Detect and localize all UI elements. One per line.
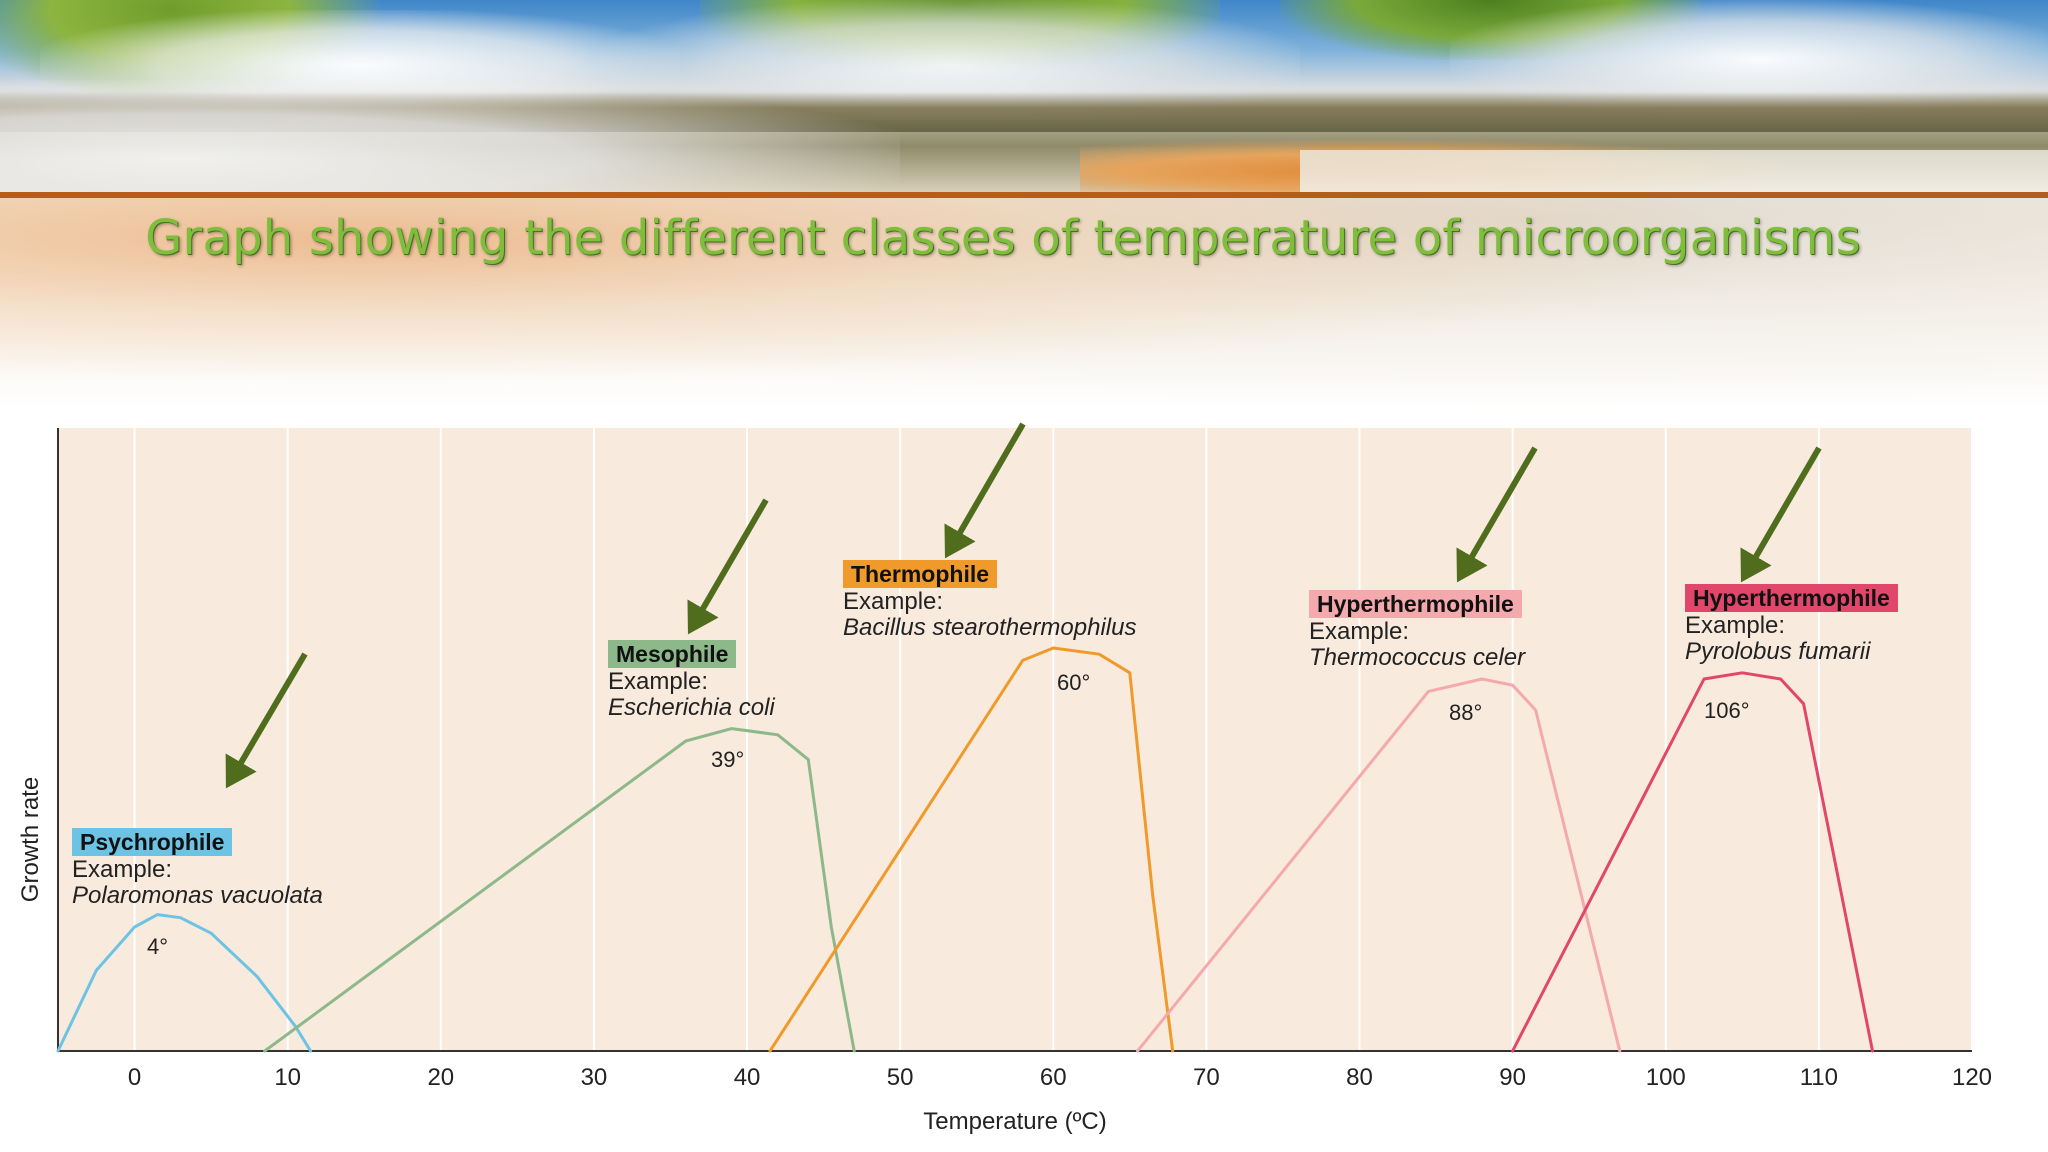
x-tick-label-120: 120 <box>1952 1064 1992 1091</box>
class-name-tag: Mesophile <box>608 640 737 668</box>
x-tick-label-60: 60 <box>1040 1064 1067 1091</box>
growth-curve-2 <box>263 727 856 1053</box>
class-name-tag: Hyperthermophile <box>1309 590 1522 618</box>
example-heading: Example: <box>1309 618 1410 645</box>
pointer-arrow-3 <box>944 422 1026 559</box>
pointer-arrow-1 <box>225 652 308 789</box>
example-species: Polaromonas vacuolata <box>72 882 323 909</box>
class-name-tag: Psychrophile <box>72 828 233 856</box>
label-mesophile: Mesophile Example: Escherichia coli <box>608 640 775 720</box>
class-name-tag: Thermophile <box>843 560 998 588</box>
pointer-arrow-4 <box>1456 446 1538 583</box>
chart-canvas: 0 10 20 30 40 50 60 70 80 90 100 110 120 Temperature … <box>17 422 1992 1135</box>
pointer-arrow-5 <box>1740 446 1822 583</box>
example-heading: Example: <box>608 668 709 695</box>
x-tick-label-0: 0 <box>128 1064 141 1091</box>
growth-curve-4 <box>1136 677 1622 1053</box>
x-tick-label-110: 110 <box>1800 1064 1838 1091</box>
class-name-tag: Hyperthermophile <box>1685 584 1898 612</box>
example-species: Thermococcus celer <box>1309 644 1526 671</box>
label-hyperthermophile-fumarii: Hyperthermophile Example: Pyrolobus fuma… <box>1685 584 1898 664</box>
plot-area <box>58 428 1972 1051</box>
x-tick-label-70: 70 <box>1193 1064 1220 1091</box>
hot-spring-banner-image <box>0 0 2048 192</box>
label-thermophile: Thermophile Example: Bacillus stearother… <box>843 560 1136 640</box>
y-axis-title: Growth rate <box>17 777 44 902</box>
growth-curve-5 <box>1511 671 1874 1053</box>
example-species: Escherichia coli <box>608 694 775 721</box>
optimum-label-mesophile: 39° <box>711 747 745 772</box>
x-tick-label-80: 80 <box>1346 1064 1373 1091</box>
example-species: Pyrolobus fumarii <box>1685 638 1871 665</box>
optimum-label-hyperthermophile-celer: 88° <box>1449 700 1483 725</box>
x-tick-label-50: 50 <box>887 1064 914 1091</box>
slide-title: Graph showing the different classes of t… <box>145 210 1861 266</box>
example-species: Bacillus stearothermophilus <box>843 614 1137 641</box>
x-tick-label-90: 90 <box>1499 1064 1526 1091</box>
label-hyperthermophile-celer: Hyperthermophile Example: Thermococcus c… <box>1309 590 1525 670</box>
banner-divider <box>0 192 2048 198</box>
temperature-classes-chart: 0 10 20 30 40 50 60 70 80 90 100 110 120 Temperature … <box>0 410 2048 1152</box>
example-heading: Example: <box>72 856 173 883</box>
example-heading: Example: <box>843 588 944 615</box>
optimum-label-hyperthermophile-fumarii: 106° <box>1704 698 1750 723</box>
header-background <box>0 198 2048 408</box>
optimum-label-thermophile: 60° <box>1057 670 1091 695</box>
x-tick-label-20: 20 <box>427 1064 454 1091</box>
x-axis-title: Temperature (ºC) <box>923 1108 1106 1135</box>
x-tick-label-30: 30 <box>581 1064 608 1091</box>
x-tick-label-10: 10 <box>274 1064 301 1091</box>
example-heading: Example: <box>1685 612 1786 639</box>
pointer-arrow-2 <box>687 498 769 635</box>
x-tick-label-100: 100 <box>1646 1064 1686 1091</box>
growth-curve-3 <box>768 646 1175 1053</box>
label-psychrophile: Psychrophile Example: Polaromonas vacuol… <box>72 828 323 908</box>
optimum-label-psychrophile: 4° <box>147 934 169 959</box>
x-tick-label-40: 40 <box>734 1064 761 1091</box>
growth-curve-1 <box>56 913 313 1053</box>
